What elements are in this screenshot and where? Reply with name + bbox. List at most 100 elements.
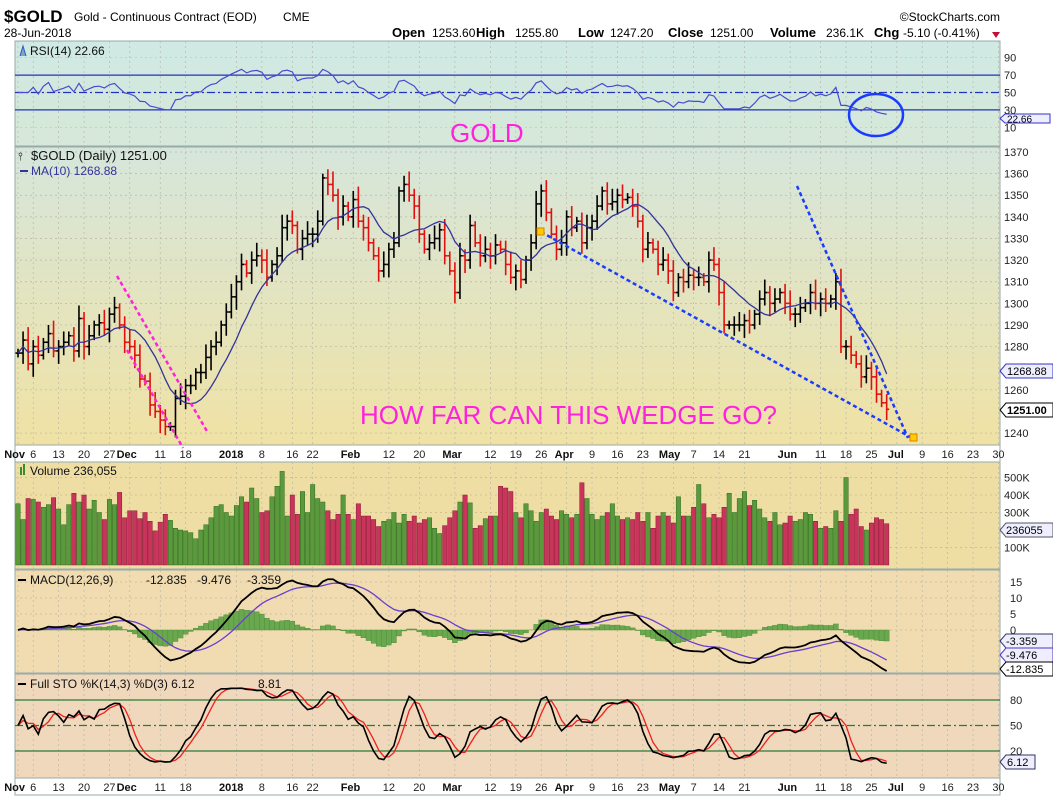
macd-legend-hist: -3.359 [247, 573, 281, 587]
trendline-anchor-end[interactable] [910, 434, 917, 441]
volume-bar [163, 514, 167, 565]
volume-bar [590, 514, 594, 565]
x-tick-label: Nov [4, 449, 26, 461]
macd-histogram-bar [722, 630, 727, 636]
macd-histogram-bar [244, 610, 249, 630]
rsi-value-tag-text: 22.66 [1007, 114, 1032, 125]
trendline-anchor-start[interactable] [537, 228, 544, 235]
volume-bar [458, 502, 462, 565]
macd-histogram-bar [92, 627, 97, 630]
volume-bar [793, 521, 797, 565]
open-label: Open [392, 25, 425, 40]
x-tick-label: 26 [535, 449, 547, 461]
macd-histogram-bar [630, 628, 635, 630]
x-tick-label: 22 [307, 449, 319, 461]
x-tick-label: 18 [180, 782, 192, 794]
x-tick-label: May [659, 782, 681, 794]
x-tick-label: Jun [778, 449, 798, 461]
volume-bar [397, 523, 401, 565]
volume-bar [539, 513, 543, 566]
macd-histogram-bar [838, 629, 843, 630]
price-y-tick: 1260 [1004, 385, 1028, 397]
volume-bar [839, 521, 843, 565]
volume-bar [51, 498, 55, 565]
volume-bar [87, 509, 91, 565]
macd-histogram-bar [361, 630, 366, 638]
volume-bar [834, 511, 838, 565]
volume-bar [432, 528, 436, 565]
macd-histogram-bar [793, 627, 798, 630]
macd-histogram-bar [127, 630, 132, 632]
volume-bar [437, 534, 441, 566]
macd-histogram-bar [803, 626, 808, 630]
macd-histogram-bar [320, 626, 325, 630]
volume-bar [778, 525, 782, 565]
volume-bar [803, 513, 807, 566]
volume-bar [884, 524, 888, 565]
macd-histogram-bar [508, 630, 513, 634]
macd-histogram-bar [727, 630, 732, 637]
macd-histogram-bar [381, 630, 386, 647]
macd-histogram-bar [432, 630, 437, 637]
volume-bar [168, 520, 172, 565]
macd-histogram-bar [625, 626, 630, 630]
macd-histogram-bar [524, 630, 529, 633]
macd-histogram-bar [686, 630, 691, 640]
macd-histogram-bar [813, 625, 818, 630]
macd-histogram-bar [595, 627, 600, 630]
volume-bar [295, 514, 299, 565]
close-label: Close [668, 25, 703, 40]
macd-histogram-bar [605, 625, 610, 630]
volume-bar [625, 518, 629, 565]
open-value: 1253.60 [432, 26, 476, 40]
volume-bar [31, 499, 35, 565]
macd-histogram-bar [442, 630, 447, 638]
x-tick-label: 8 [259, 449, 265, 461]
volume-y-tick: 100K [1004, 543, 1030, 555]
macd-histogram-bar [198, 626, 203, 630]
macd-histogram-bar [798, 626, 803, 630]
x-tick-label: 14 [713, 782, 725, 794]
volume-bar [173, 528, 177, 565]
macd-histogram-bar [97, 627, 102, 630]
x-tick-label: 18 [840, 782, 852, 794]
volume-bar [702, 504, 706, 565]
volume-y-tick: 300K [1004, 508, 1030, 520]
macd-histogram-bar [254, 612, 259, 630]
macd-histogram-bar [752, 630, 757, 633]
volume-bar [189, 533, 193, 565]
volume-bar [879, 520, 883, 566]
x-tick-label: 9 [919, 782, 925, 794]
volume-y-tick: 400K [1004, 490, 1030, 502]
volume-bar [305, 513, 309, 566]
macd-histogram-bar [183, 630, 188, 634]
ma-value-tag-text: 1268.88 [1007, 366, 1047, 378]
volume-bar [864, 530, 868, 565]
volume-bar [336, 514, 340, 565]
volume-bar [387, 520, 391, 566]
sto-value-tag-text: 6.12 [1007, 757, 1028, 769]
x-tick-label: 22 [307, 782, 319, 794]
x-tick-label: 12 [484, 782, 496, 794]
macd-histogram-bar [518, 630, 523, 635]
macd-histogram-bar [717, 630, 722, 632]
volume-bar [773, 513, 777, 566]
volume-bar [488, 516, 492, 565]
volume-bar [107, 499, 111, 565]
volume-bar [158, 522, 162, 565]
x-tick-label: 7 [691, 782, 697, 794]
macd-histogram-bar [427, 630, 432, 637]
rsi-legend: RSI(14) 22.66 [30, 44, 105, 58]
rsi-y-tick: 50 [1004, 88, 1016, 100]
volume-bar [422, 520, 426, 566]
volume-bar [117, 492, 121, 565]
volume-bar [67, 505, 71, 565]
volume-bar [133, 511, 137, 565]
sto-legend-name: Full STO %K(14,3) %D(3) 6.12 [30, 677, 195, 691]
x-tick-label: 8 [259, 782, 265, 794]
macd-histogram-bar [818, 625, 823, 630]
volume-bar [153, 531, 157, 565]
volume-bar [478, 526, 482, 565]
x-tick-label: 19 [510, 782, 522, 794]
volume-bar [732, 513, 736, 566]
